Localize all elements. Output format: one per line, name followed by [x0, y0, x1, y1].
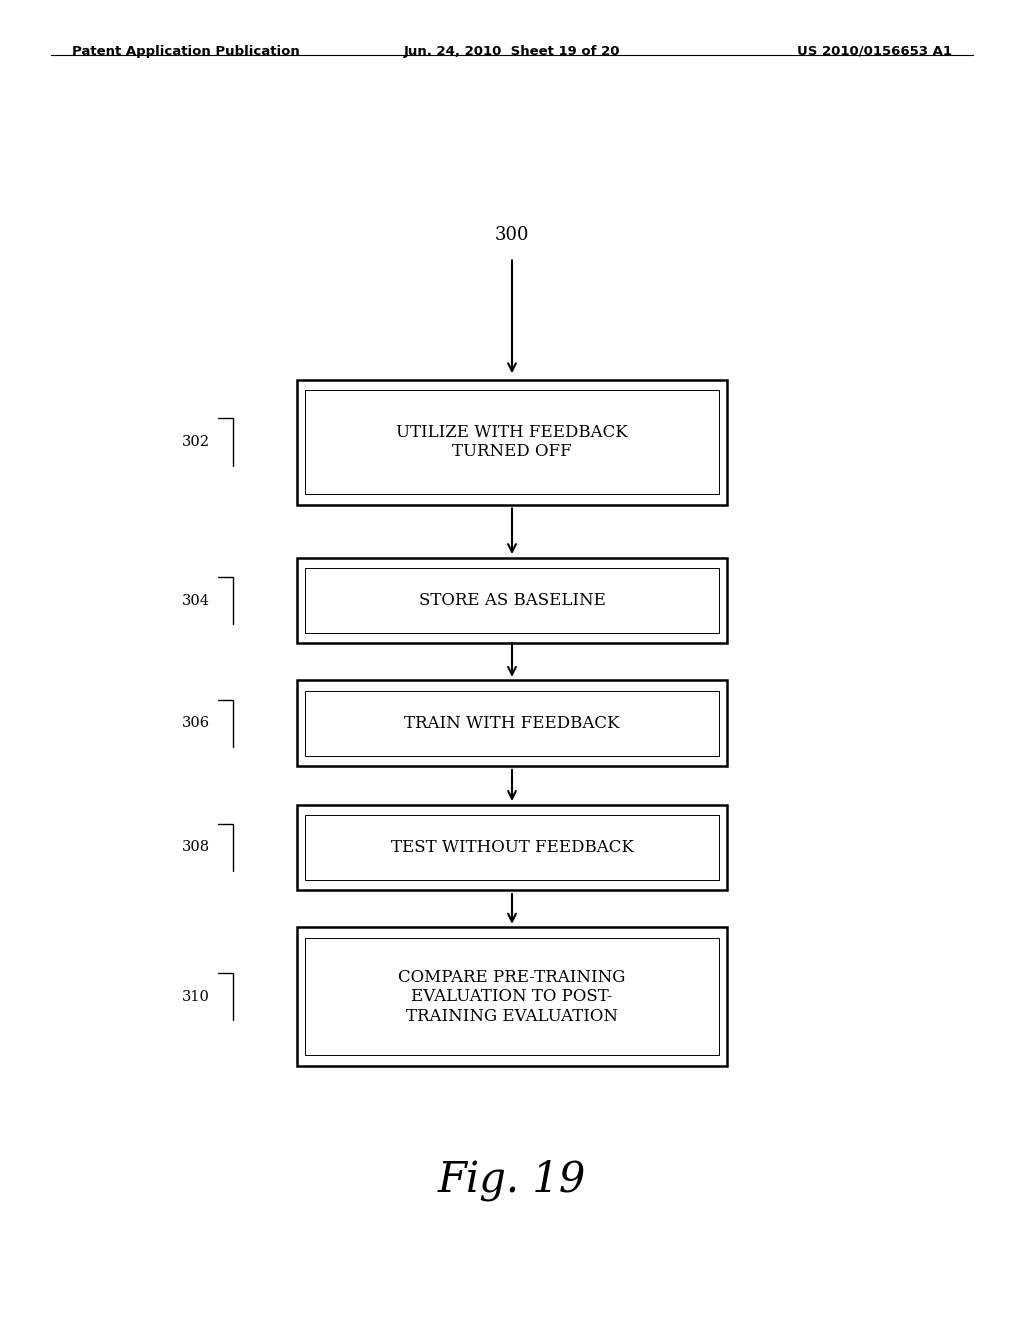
Text: 300: 300: [495, 226, 529, 244]
Bar: [297, 557, 727, 643]
Bar: [297, 804, 727, 890]
Text: UTILIZE WITH FEEDBACK
TURNED OFF: UTILIZE WITH FEEDBACK TURNED OFF: [396, 424, 628, 461]
Text: TRAIN WITH FEEDBACK: TRAIN WITH FEEDBACK: [404, 715, 620, 731]
Bar: [305, 568, 719, 632]
Bar: [297, 380, 727, 504]
Text: 306: 306: [182, 717, 210, 730]
Text: TEST WITHOUT FEEDBACK: TEST WITHOUT FEEDBACK: [390, 840, 634, 855]
Text: US 2010/0156653 A1: US 2010/0156653 A1: [798, 45, 952, 58]
Text: 302: 302: [182, 436, 210, 449]
Bar: [305, 937, 719, 1056]
Text: COMPARE PRE-TRAINING
EVALUATION TO POST-
TRAINING EVALUATION: COMPARE PRE-TRAINING EVALUATION TO POST-…: [398, 969, 626, 1024]
Text: STORE AS BASELINE: STORE AS BASELINE: [419, 593, 605, 609]
Bar: [305, 692, 719, 755]
Bar: [305, 391, 719, 494]
Text: 310: 310: [182, 990, 210, 1003]
Text: 308: 308: [182, 841, 210, 854]
Text: 304: 304: [182, 594, 210, 607]
Bar: [297, 681, 727, 766]
Text: Fig. 19: Fig. 19: [438, 1159, 586, 1201]
Bar: [297, 928, 727, 1067]
Text: Jun. 24, 2010  Sheet 19 of 20: Jun. 24, 2010 Sheet 19 of 20: [403, 45, 621, 58]
Bar: [305, 814, 719, 879]
Text: Patent Application Publication: Patent Application Publication: [72, 45, 299, 58]
